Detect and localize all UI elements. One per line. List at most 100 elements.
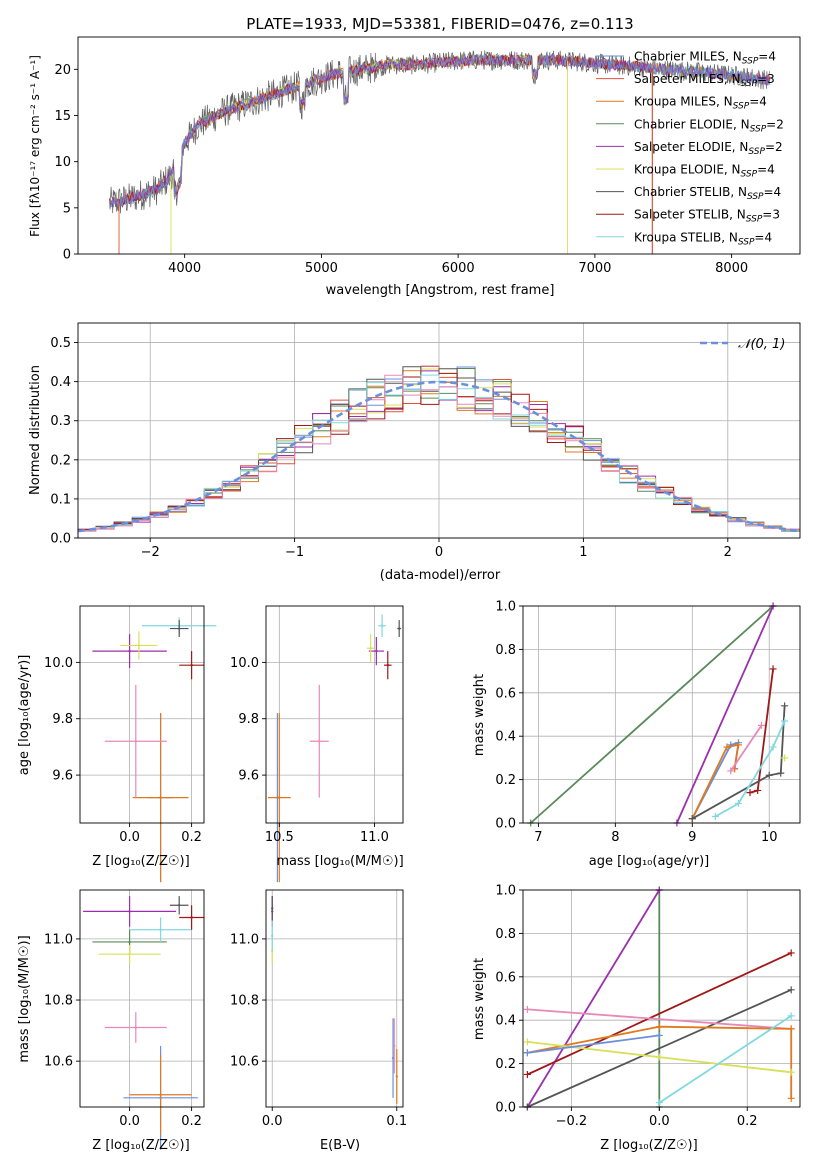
weight_vs_Z-frame: [522, 889, 801, 1108]
mass_vs_ebv-ytick-label: 11.0: [230, 932, 259, 947]
age_vs_mass-plot-area: [266, 606, 403, 823]
weight_vs_age-line-kroupa_miles: [691, 743, 740, 820]
weight_vs_age-marker-kroupa_stelib: [734, 799, 742, 807]
weight_vs_age-marker-kroupa_miles: [723, 743, 731, 751]
spectrum-xtick-label: 8000: [715, 261, 748, 276]
weight_vs_age-marker-chabrier_stelib: [688, 815, 696, 823]
age_vs_mass-frame: [265, 605, 404, 824]
weight_vs_Z-line-salpeter_elodie: [526, 889, 661, 1108]
mass_vs_ebv-point-chabrier_miles: [391, 1056, 395, 1060]
mass_vs_ebv-point-kroupa_stelib: [271, 934, 274, 938]
weight_vs_age-marker-pink: [727, 767, 735, 775]
weight_vs_age-line-chabrier_stelib: [691, 705, 786, 820]
weight_vs_age-xtick-label: 7: [534, 830, 542, 845]
residuals-ytick-label: 0.1: [50, 492, 71, 507]
mass_vs_Z-xtick-label: 0.2: [181, 1114, 202, 1129]
legend-label-chabrier_elodie: Chabrier ELODIE, NSSP=2: [634, 117, 784, 134]
age_vs_Z-ytick-label: 9.8: [52, 712, 73, 727]
residuals-xtick-label: 2: [724, 545, 732, 560]
legend-label-kroupa_stelib: Kroupa STELIB, NSSP=4: [634, 230, 772, 247]
weight_vs_age-ytick-label: 0.0: [495, 817, 516, 832]
weight-age-xlabel: age [log₁₀(age/yr)]: [589, 854, 710, 869]
axes-layer: 4000 5000 6000 7000 8000 0 5 10 15 20 −2 −1 0 1 2 0.0 0.…: [44, 36, 801, 1129]
weight_vs_age-marker-chabrier_miles: [727, 741, 735, 749]
weight_vs_age-marker-salpeter_stelib: [754, 786, 762, 794]
normal-curve: [77, 380, 801, 533]
weight_vs_age-ytick-label: 0.2: [495, 773, 516, 788]
mass_vs_ebv-point-chabrier_stelib: [271, 907, 274, 910]
age_vs_Z-ytick-label: 9.6: [52, 769, 73, 784]
weight_vs_Z-plot-area: [523, 890, 800, 1107]
spectrum-ytick-label: 20: [54, 63, 71, 78]
age_vs_mass-point-chabrier_stelib: [397, 627, 401, 630]
weight_vs_age-marker-chabrier_stelib: [765, 771, 773, 779]
legend-label-chabrier_miles: Chabrier MILES, NSSP=4: [634, 50, 776, 67]
weight_vs_Z-line-kroupa_miles: [527, 1025, 793, 1099]
age_vs_Z-point-kroupa_elodie: [137, 644, 141, 647]
age_vs_mass-point-kroupa_miles: [278, 796, 281, 799]
mass_vs_ebv-plot-area: [266, 890, 403, 1107]
mass-z-xlabel: Z [log₁₀(Z/Z☉)]: [92, 1138, 189, 1153]
weight_vs_Z-marker-kroupa_stelib: [787, 1012, 795, 1020]
weight_vs_age-marker-kroupa_stelib: [769, 743, 777, 751]
weight_vs_Z-ytick-label: 0.2: [495, 1057, 516, 1072]
weight_vs_age-marker-salpeter_stelib: [746, 789, 754, 797]
residuals-ylabel: Normed distribution: [28, 365, 43, 495]
weight_vs_Z-ytick-label: 0.4: [495, 1014, 516, 1029]
mass_vs_Z-plot-area: [80, 890, 204, 1107]
mass_vs_Z-ytick-label: 10.8: [44, 994, 73, 1009]
weight_vs_age-line-pink: [730, 724, 763, 772]
age_vs_Z-ytick-label: 10.0: [44, 656, 73, 671]
spectrum-frame: [77, 36, 801, 255]
spectrum-ylabel: Flux [fλ10⁻¹⁷ erg cm⁻² s⁻¹ A⁻¹]: [28, 55, 42, 237]
residuals-xtick-label: −1: [285, 545, 304, 560]
spectrum-line-chabrier_miles: [109, 53, 771, 208]
weight_vs_age-xtick-label: 10: [761, 830, 778, 845]
weight_vs_age-marker-salpeter_stelib: [769, 665, 777, 673]
legend-layer: Chabrier MILES, NSSP=4 Salpeter MILES, NS…: [596, 50, 785, 352]
mass_vs_Z-frame: [79, 889, 205, 1108]
weight_vs_age-ytick-label: 0.8: [495, 643, 516, 658]
mass-ebv-xlabel: E(B-V): [320, 1138, 360, 1153]
weight_vs_Z-marker-chabrier_miles: [655, 1031, 663, 1039]
spectrum-xtick-label: 6000: [442, 261, 475, 276]
age-z-ylabel: age [log₁₀(age/yr)]: [17, 655, 32, 776]
spectrum-line-salpeter_elodie: [109, 53, 771, 207]
residuals-ytick-label: 0.0: [50, 532, 71, 547]
age_vs_Z-point-kroupa_miles: [159, 796, 162, 799]
spectrum-ytick-label: 10: [54, 155, 71, 170]
legend-label-salpeter_elodie: Salpeter ELODIE, NSSP=2: [634, 140, 783, 157]
mass_vs_ebv-xtick-label: 0.1: [386, 1114, 407, 1129]
age_vs_mass-ytick-label: 9.8: [238, 712, 259, 727]
weight_vs_Z-line-chabrier_miles: [527, 1034, 660, 1054]
residuals-xtick-label: 1: [579, 545, 587, 560]
mass_vs_Z-ytick-label: 11.0: [44, 932, 73, 947]
spectrum-xtick-label: 5000: [305, 261, 338, 276]
weight_vs_Z-ytick-label: 0.6: [495, 970, 516, 985]
residuals-xtick-label: 0: [435, 545, 443, 560]
age_vs_Z-point-salpeter_stelib: [190, 663, 193, 667]
weight_vs_Z-marker-salpeter_stelib: [523, 1070, 531, 1078]
age_vs_Z-frame: [79, 605, 205, 824]
mass_vs_Z-point-kroupa_miles: [159, 1093, 162, 1096]
residuals-xtick-label: −2: [141, 545, 160, 560]
weight_vs_age-xtick-label: 9: [688, 830, 696, 845]
weight_vs_Z-marker-kroupa_miles: [655, 1023, 663, 1031]
mass_vs_ebv-point-kroupa_miles: [395, 1075, 398, 1078]
weight_vs_Z-marker-chabrier_stelib: [787, 986, 795, 994]
mass_vs_Z-point-chabrier_elodie: [128, 940, 131, 944]
weight_vs_age-xtick-label: 8: [611, 830, 619, 845]
data-layer: [77, 50, 801, 1150]
age_vs_mass-point-pink: [318, 740, 321, 743]
residuals-ytick-label: 0.5: [50, 336, 71, 351]
legend-label-chabrier_stelib: Chabrier STELIB, NSSP=4: [634, 185, 781, 202]
age-z-xlabel: Z [log₁₀(Z/Z☉)]: [92, 854, 189, 869]
histogram-pink: [77, 374, 800, 538]
weight_vs_age-frame: [522, 605, 801, 824]
age_vs_Z-point-salpeter_elodie: [128, 649, 131, 653]
weight_vs_Z-line-pink: [527, 1008, 792, 1030]
spectrum-title: PLATE=1933, MJD=53381, FIBERID=0476, z=0…: [246, 15, 633, 33]
mass_vs_ebv-ytick-label: 10.8: [230, 994, 259, 1009]
weight_vs_Z-marker-kroupa_elodie: [787, 1068, 795, 1076]
